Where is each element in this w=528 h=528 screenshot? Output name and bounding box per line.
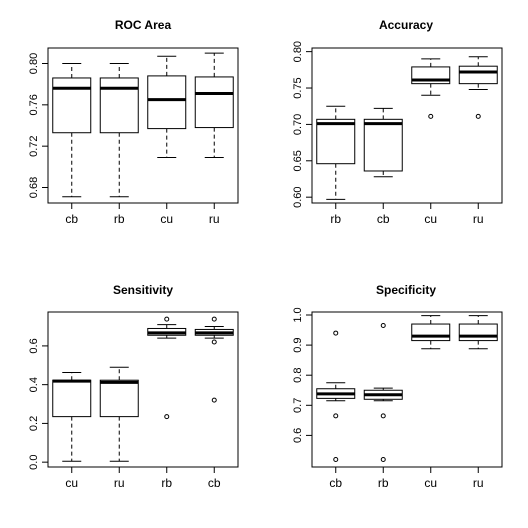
y-tick-label: 0.6 bbox=[28, 338, 40, 353]
box-cu bbox=[52, 371, 92, 462]
y-tick-label: 0.60 bbox=[292, 186, 304, 207]
outlier-point bbox=[333, 456, 339, 462]
x-tick-label: rb bbox=[330, 212, 341, 226]
panel-specificity: Specificity 0.6 0.7 0.8 0.9 1.0 cb rb cu ru bbox=[292, 283, 503, 490]
y-axis: 0.60 0.65 0.70 0.75 0.80 bbox=[292, 41, 312, 208]
iqr-box bbox=[52, 77, 92, 134]
box-cb bbox=[194, 316, 234, 403]
outlier-point bbox=[164, 316, 170, 322]
y-axis: 0.6 0.7 0.8 0.9 1.0 bbox=[292, 307, 312, 443]
x-axis: cb rb cu ru bbox=[329, 467, 484, 490]
panel-roc-area: ROC Area 0.68 0.72 0.76 0.80 cb rb cu ru bbox=[28, 18, 239, 226]
iqr-box bbox=[99, 379, 139, 418]
plot-frame bbox=[311, 47, 503, 204]
box-ru bbox=[99, 366, 139, 462]
box-rb bbox=[363, 323, 403, 462]
y-tick-label: 0.9 bbox=[292, 337, 304, 352]
iqr-box bbox=[458, 323, 498, 342]
boxes bbox=[52, 52, 234, 198]
x-tick-label: cu bbox=[424, 476, 437, 490]
boxes bbox=[316, 56, 498, 200]
box-cu bbox=[411, 315, 451, 350]
chart-title: Sensitivity bbox=[113, 283, 173, 297]
x-tick-label: cb bbox=[377, 212, 390, 226]
x-tick-label: ru bbox=[209, 212, 220, 226]
chart-title: Specificity bbox=[376, 283, 436, 297]
box-rb bbox=[99, 63, 139, 198]
plot-frame bbox=[47, 47, 239, 204]
y-tick-label: 0.70 bbox=[292, 114, 304, 135]
x-tick-label: rb bbox=[114, 212, 125, 226]
y-tick-label: 0.7 bbox=[292, 398, 304, 413]
panel-sensitivity: Sensitivity 0.0 0.2 0.4 0.6 cu ru rb cb bbox=[28, 283, 239, 490]
chart-title: ROC Area bbox=[115, 18, 172, 32]
x-tick-label: cu bbox=[160, 212, 173, 226]
outlier-point bbox=[211, 397, 217, 403]
y-axis: 0.0 0.2 0.4 0.6 bbox=[28, 338, 48, 470]
outlier-point bbox=[333, 330, 339, 336]
outlier-point bbox=[475, 113, 481, 119]
box-cb bbox=[363, 107, 403, 178]
y-tick-label: 0.8 bbox=[292, 368, 304, 383]
box-ru bbox=[458, 56, 498, 119]
chart-title: Accuracy bbox=[379, 18, 433, 32]
x-tick-label: ru bbox=[114, 476, 125, 490]
x-axis: cu ru rb cb bbox=[65, 467, 221, 490]
x-tick-label: cu bbox=[424, 212, 437, 226]
boxes bbox=[316, 315, 498, 462]
y-tick-label: 0.2 bbox=[28, 416, 40, 431]
y-tick-label: 0.68 bbox=[28, 177, 40, 198]
x-tick-label: cb bbox=[329, 476, 342, 490]
outlier-point bbox=[333, 413, 339, 419]
y-tick-label: 0.65 bbox=[292, 150, 304, 171]
outlier-point bbox=[428, 113, 434, 119]
box-cb bbox=[316, 330, 356, 462]
y-tick-label: 0.0 bbox=[28, 455, 40, 470]
x-axis: cb rb cu ru bbox=[65, 203, 220, 226]
y-tick-label: 0.76 bbox=[28, 94, 40, 115]
plot-frame bbox=[47, 311, 239, 468]
box-rb bbox=[316, 105, 356, 200]
x-tick-label: cb bbox=[208, 476, 221, 490]
boxes bbox=[52, 316, 234, 462]
y-tick-label: 0.75 bbox=[292, 77, 304, 98]
outlier-point bbox=[211, 316, 217, 322]
iqr-box bbox=[52, 379, 92, 418]
x-tick-label: rb bbox=[161, 476, 172, 490]
y-tick-label: 0.80 bbox=[292, 41, 304, 62]
x-tick-label: rb bbox=[378, 476, 389, 490]
x-tick-label: ru bbox=[473, 212, 484, 226]
panel-accuracy: Accuracy 0.60 0.65 0.70 0.75 0.80 rb cb cu ru bbox=[292, 18, 503, 226]
y-tick-label: 1.0 bbox=[292, 307, 304, 322]
iqr-box bbox=[316, 118, 356, 165]
box-ru bbox=[194, 52, 234, 159]
outlier-point bbox=[380, 323, 386, 329]
box-cu bbox=[411, 58, 451, 119]
box-cb bbox=[52, 63, 92, 198]
box-rb bbox=[147, 316, 187, 420]
box-ru bbox=[458, 315, 498, 350]
y-tick-label: 0.6 bbox=[292, 428, 304, 443]
x-tick-label: cb bbox=[65, 212, 78, 226]
box-cu bbox=[147, 55, 187, 159]
plot-frame bbox=[311, 311, 503, 468]
x-tick-label: ru bbox=[473, 476, 484, 490]
iqr-box bbox=[411, 323, 451, 342]
iqr-box bbox=[194, 76, 234, 129]
iqr-box bbox=[458, 65, 498, 85]
iqr-box bbox=[363, 118, 403, 172]
x-axis: rb cb cu ru bbox=[330, 203, 484, 226]
y-axis: 0.68 0.72 0.76 0.80 bbox=[28, 53, 48, 198]
outlier-point bbox=[380, 413, 386, 419]
iqr-box bbox=[147, 75, 187, 130]
y-tick-label: 0.80 bbox=[28, 53, 40, 74]
y-tick-label: 0.72 bbox=[28, 135, 40, 156]
x-tick-label: cu bbox=[65, 476, 78, 490]
iqr-box bbox=[99, 77, 139, 134]
y-tick-label: 0.4 bbox=[28, 377, 40, 392]
outlier-point bbox=[211, 339, 217, 345]
outlier-point bbox=[164, 414, 170, 420]
outlier-point bbox=[380, 456, 386, 462]
